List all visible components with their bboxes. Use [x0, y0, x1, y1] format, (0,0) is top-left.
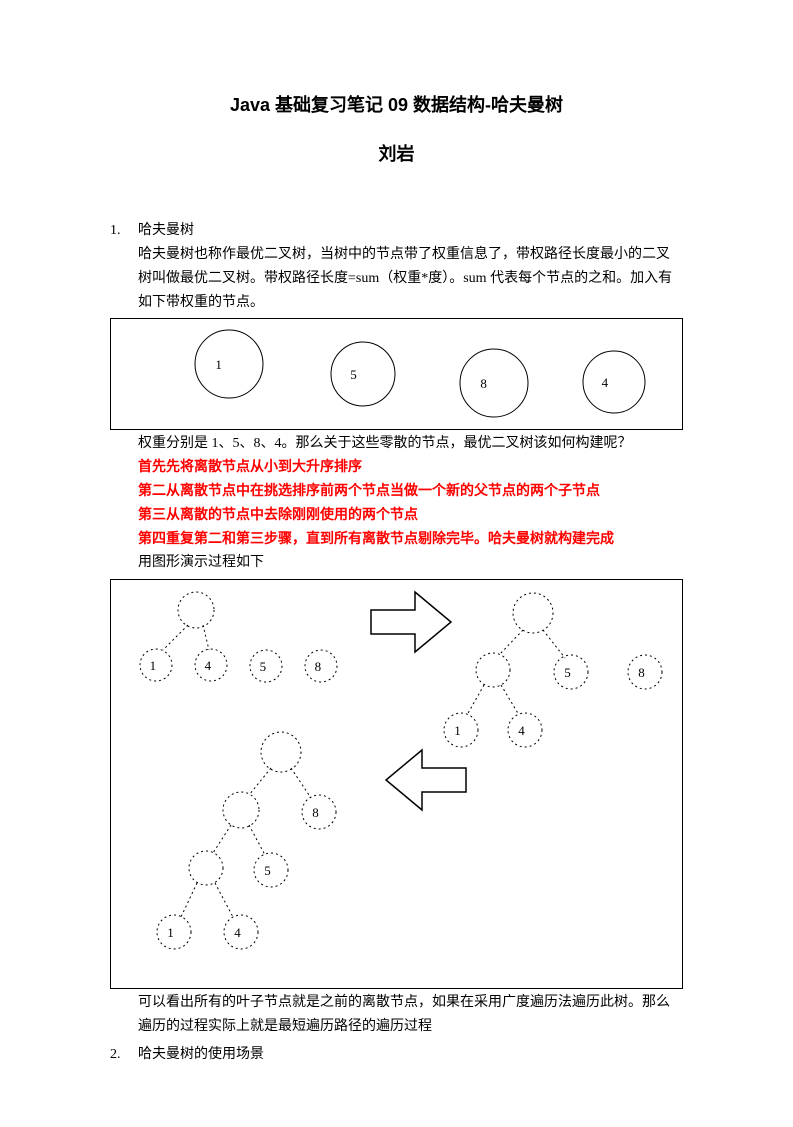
svg-text:8: 8	[312, 805, 319, 820]
svg-text:8: 8	[315, 659, 322, 674]
item1-p2: 权重分别是 1、5、8、4。那么关于这些零散的节点，最优二叉树该如何构建呢？	[138, 432, 683, 456]
svg-text:1: 1	[215, 357, 222, 372]
svg-text:5: 5	[564, 665, 571, 680]
svg-text:1: 1	[454, 723, 461, 738]
diagram-construction: 1 4 5 8 5 8 1 4 8 5 1 4	[110, 579, 683, 989]
list-num-1: 1.	[110, 219, 138, 314]
svg-text:5: 5	[350, 367, 357, 382]
svg-text:4: 4	[602, 375, 609, 390]
step-2: 第二从离散节点中在挑选排序前两个节点当做一个新的父节点的两个子节点	[138, 480, 683, 504]
diagram1-svg: 1584	[111, 319, 687, 429]
step-3: 第三从离散的节点中去除刚刚使用的两个节点	[138, 504, 683, 528]
item1-p4: 可以看出所有的叶子节点就是之前的离散节点，如果在采用广度遍历法遍历此树。那么遍历…	[138, 991, 683, 1039]
item1-p1: 哈夫曼树也称作最优二叉树，当树中的节点带了权重信息了，带权路径长度最小的二叉树叫…	[138, 243, 683, 314]
item2-heading: 哈夫曼树的使用场景	[138, 1043, 683, 1067]
list-item-1: 1. 哈夫曼树 哈夫曼树也称作最优二叉树，当树中的节点带了权重信息了，带权路径长…	[110, 219, 683, 314]
item1-p3: 用图形演示过程如下	[138, 551, 683, 575]
list-num-2: 2.	[110, 1043, 138, 1067]
svg-text:4: 4	[518, 723, 525, 738]
item1-heading: 哈夫曼树	[138, 219, 683, 243]
step-1: 首先先将离散节点从小到大升序排序	[138, 456, 683, 480]
svg-text:4: 4	[205, 658, 212, 673]
diagram-initial-nodes: 1584	[110, 318, 683, 430]
step-4: 第四重复第二和第三步骤，直到所有离散节点剔除完毕。哈夫曼树就构建完成	[138, 528, 683, 552]
page-author: 刘岩	[110, 139, 683, 170]
svg-text:8: 8	[638, 665, 645, 680]
svg-text:1: 1	[167, 925, 174, 940]
svg-text:4: 4	[234, 925, 241, 940]
list-item-2: 2. 哈夫曼树的使用场景	[110, 1043, 683, 1067]
svg-text:5: 5	[264, 863, 271, 878]
diagram2-svg: 1 4 5 8 5 8 1 4 8 5 1 4	[111, 580, 687, 988]
svg-text:5: 5	[260, 659, 267, 674]
svg-text:1: 1	[150, 658, 157, 673]
page-title: Java 基础复习笔记 09 数据结构-哈夫曼树	[110, 90, 683, 121]
svg-text:8: 8	[480, 376, 487, 391]
